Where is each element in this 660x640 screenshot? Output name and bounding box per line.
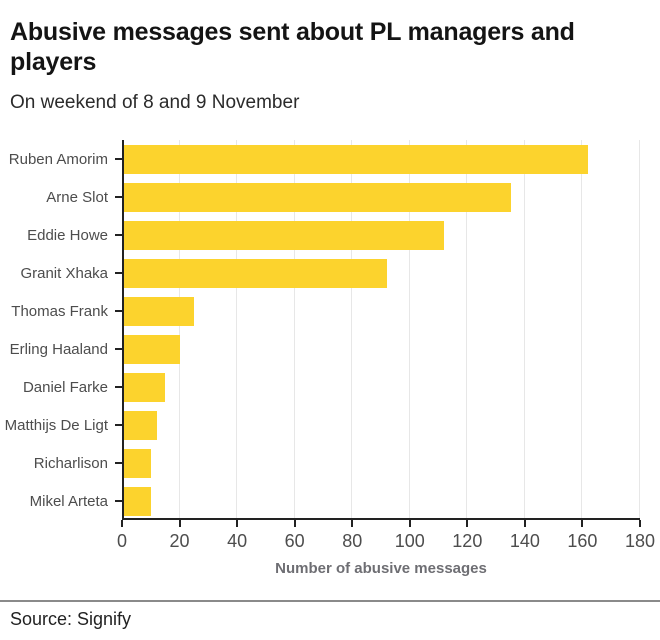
footer-divider — [0, 600, 660, 602]
bar-eddie-howe — [124, 220, 445, 250]
bar-arne-slot — [124, 182, 511, 212]
category-tick — [115, 500, 122, 502]
category-label: Richarlison — [33, 454, 108, 472]
x-tick-100 — [408, 520, 411, 527]
bar-chart: Number of abusive messages Ruben Amorim A… — [5, 140, 660, 600]
category-tick — [115, 386, 122, 388]
gridline-x-100 — [408, 140, 410, 520]
x-tick-0 — [121, 520, 123, 527]
chart-title: Abusive messages sent about PL managers … — [10, 18, 575, 76]
gridline-x-160 — [581, 140, 583, 520]
bar-thomas-frank — [124, 296, 194, 326]
bar-ruben-amorim — [124, 144, 589, 174]
x-axis-line — [122, 518, 640, 520]
x-tick-120 — [466, 520, 469, 527]
category-label: Granit Xhaka — [20, 264, 108, 282]
category-tick — [115, 272, 122, 274]
gridline-x-180 — [639, 140, 640, 520]
category-label: Daniel Farke — [22, 378, 108, 396]
x-tick-label-100: 100 — [394, 531, 425, 551]
gridline-x-80 — [351, 140, 353, 520]
x-tick-160 — [581, 520, 584, 527]
category-label: Erling Haaland — [9, 340, 108, 358]
bar-erling-haaland — [124, 334, 180, 364]
x-tick-label-180: 180 — [624, 531, 656, 551]
x-tick-label-0: 0 — [116, 531, 127, 551]
bar-daniel-farke — [124, 372, 166, 402]
source-label: Source: Signify — [10, 609, 132, 629]
category-tick — [115, 424, 122, 426]
gridline-x-140 — [523, 140, 525, 520]
bar-matthijs-de-ligt — [124, 410, 157, 440]
x-tick-140 — [523, 520, 526, 527]
category-tick — [115, 158, 122, 160]
category-label: Matthijs De Ligt — [4, 416, 108, 434]
category-tick — [115, 234, 122, 236]
bar-mikel-arteta — [124, 486, 151, 516]
x-tick-label-80: 80 — [342, 531, 363, 551]
x-tick-label-160: 160 — [567, 531, 598, 551]
y-axis-line — [122, 140, 124, 520]
category-tick — [115, 196, 122, 198]
plot-area — [122, 140, 640, 520]
x-tick-label-140: 140 — [509, 531, 540, 551]
x-tick-80 — [351, 520, 354, 527]
category-label: Eddie Howe — [27, 226, 108, 244]
category-label: Ruben Amorim — [8, 150, 108, 168]
category-tick — [115, 462, 122, 464]
chart-subtitle: On weekend of 8 and 9 November — [10, 92, 300, 113]
gridline-x-20 — [178, 140, 180, 520]
category-tick — [115, 348, 122, 350]
x-tick-60 — [293, 520, 296, 527]
x-tick-40 — [236, 520, 239, 527]
bar-richarlison — [124, 448, 151, 478]
x-axis-title: Number of abusive messages — [275, 560, 487, 577]
x-tick-180 — [639, 520, 641, 527]
x-tick-label-20: 20 — [169, 531, 190, 551]
x-tick-label-120: 120 — [452, 531, 483, 551]
category-tick — [115, 310, 122, 312]
category-label: Mikel Arteta — [29, 492, 108, 510]
category-label: Arne Slot — [46, 188, 108, 206]
x-tick-label-60: 60 — [284, 531, 305, 551]
bar-granit-xhaka — [124, 258, 387, 288]
gridline-x-120 — [466, 140, 468, 520]
x-tick-label-40: 40 — [227, 531, 248, 551]
gridline-x-40 — [236, 140, 238, 520]
gridline-x-60 — [293, 140, 295, 520]
x-tick-20 — [178, 520, 181, 527]
category-label: Thomas Frank — [11, 302, 108, 320]
